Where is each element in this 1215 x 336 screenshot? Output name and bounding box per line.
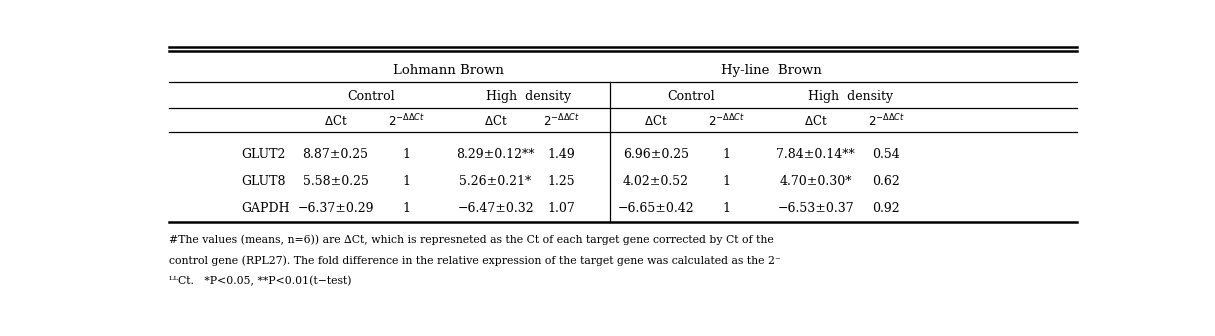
- Text: GLUT2: GLUT2: [242, 148, 286, 161]
- Text: 1: 1: [402, 202, 411, 215]
- Text: 0.54: 0.54: [872, 148, 900, 161]
- Text: −6.47±0.32: −6.47±0.32: [457, 202, 533, 215]
- Text: $2^{-\Delta\Delta Ct}$: $2^{-\Delta\Delta Ct}$: [708, 112, 745, 129]
- Text: −6.37±0.29: −6.37±0.29: [298, 202, 374, 215]
- Text: High  density: High density: [486, 90, 571, 103]
- Text: 1.49: 1.49: [548, 148, 576, 161]
- Text: −6.65±0.42: −6.65±0.42: [617, 202, 694, 215]
- Text: GAPDH: GAPDH: [242, 202, 290, 215]
- Text: 6.96±0.25: 6.96±0.25: [622, 148, 689, 161]
- Text: $\Delta$Ct: $\Delta$Ct: [484, 114, 508, 128]
- Text: ᴸᴸCt.   *P<0.05, **P<0.01(t−test): ᴸᴸCt. *P<0.05, **P<0.01(t−test): [169, 276, 351, 287]
- Text: $2^{-\Delta\Delta Ct}$: $2^{-\Delta\Delta Ct}$: [868, 112, 905, 129]
- Text: −6.53±0.37: −6.53±0.37: [778, 202, 854, 215]
- Text: 1: 1: [722, 175, 730, 188]
- Text: 1: 1: [402, 175, 411, 188]
- Text: 7.84±0.14**: 7.84±0.14**: [776, 148, 855, 161]
- Text: $\Delta$Ct: $\Delta$Ct: [804, 114, 827, 128]
- Text: 1.25: 1.25: [548, 175, 575, 188]
- Text: $\Delta$Ct: $\Delta$Ct: [644, 114, 667, 128]
- Text: 1.07: 1.07: [548, 202, 576, 215]
- Text: 1: 1: [722, 202, 730, 215]
- Text: 5.58±0.25: 5.58±0.25: [303, 175, 368, 188]
- Text: 8.29±0.12**: 8.29±0.12**: [457, 148, 535, 161]
- Text: #The values (means, n=6)) are ∆Ct, which is represneted as the Ct of each target: #The values (means, n=6)) are ∆Ct, which…: [169, 235, 774, 245]
- Text: 8.87±0.25: 8.87±0.25: [303, 148, 368, 161]
- Text: 4.70±0.30*: 4.70±0.30*: [780, 175, 852, 188]
- Text: control gene (RPL27). The fold difference in the relative expression of the targ: control gene (RPL27). The fold differenc…: [169, 255, 780, 266]
- Text: Control: Control: [347, 90, 395, 103]
- Text: 4.02±0.52: 4.02±0.52: [622, 175, 689, 188]
- Text: Control: Control: [667, 90, 714, 103]
- Text: 5.26±0.21*: 5.26±0.21*: [459, 175, 532, 188]
- Text: $\Delta$Ct: $\Delta$Ct: [323, 114, 347, 128]
- Text: 1: 1: [722, 148, 730, 161]
- Text: 0.92: 0.92: [872, 202, 900, 215]
- Text: $2^{-\Delta\Delta Ct}$: $2^{-\Delta\Delta Ct}$: [388, 112, 424, 129]
- Text: 0.62: 0.62: [872, 175, 900, 188]
- Text: High  density: High density: [808, 90, 893, 103]
- Text: GLUT8: GLUT8: [242, 175, 286, 188]
- Text: $2^{-\Delta\Delta Ct}$: $2^{-\Delta\Delta Ct}$: [543, 112, 580, 129]
- Text: Lohmann Brown: Lohmann Brown: [392, 65, 504, 77]
- Text: Hy-line  Brown: Hy-line Brown: [720, 65, 821, 77]
- Text: 1: 1: [402, 148, 411, 161]
